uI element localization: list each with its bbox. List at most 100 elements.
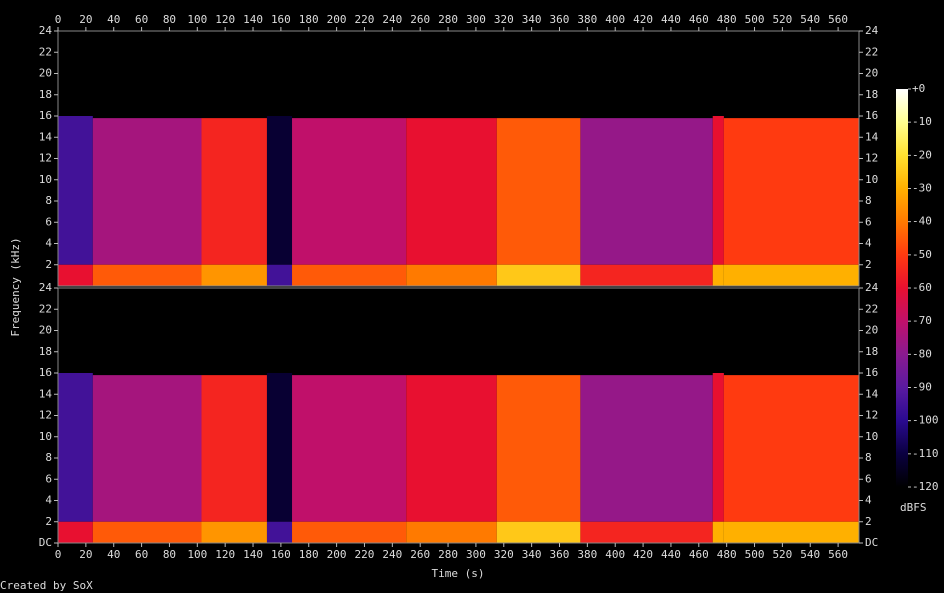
colorbar-tick-label: -120	[912, 480, 939, 493]
x-tick-label: 200	[327, 13, 347, 26]
y-tick-label: 12	[39, 152, 52, 165]
x-tick-label: 560	[828, 548, 848, 561]
low-band	[58, 264, 93, 286]
y-tick-label: 22	[865, 302, 878, 315]
x-tick-label: 340	[522, 13, 542, 26]
x-tick-label: 0	[55, 548, 62, 561]
y-tick-label: 22	[39, 302, 52, 315]
x-tick-label: 100	[187, 13, 207, 26]
y-tick-label: 6	[45, 215, 52, 228]
y-tick-label: 6	[865, 472, 872, 485]
x-tick-label: 480	[717, 548, 737, 561]
spectrum-band	[292, 375, 407, 522]
x-tick-label: 380	[577, 548, 597, 561]
y-tick-label: 18	[865, 88, 878, 101]
x-tick-label: 360	[550, 548, 570, 561]
y-tick-label: 16	[865, 109, 878, 122]
colorbar-tick-label: -110	[912, 447, 939, 460]
low-band	[712, 264, 724, 286]
y-tick-label: 6	[45, 472, 52, 485]
x-tick-label: 420	[633, 13, 653, 26]
x-tick-label: 40	[107, 548, 120, 561]
colorbar-tick-label: -80	[912, 347, 932, 360]
x-tick-label: 200	[327, 548, 347, 561]
colorbar	[896, 89, 908, 487]
x-tick-label: 300	[466, 548, 486, 561]
x-tick-label: 480	[717, 13, 737, 26]
x-tick-label: 360	[550, 13, 570, 26]
x-tick-label: 280	[438, 548, 458, 561]
low-band	[406, 521, 497, 543]
spectrum-band	[712, 116, 724, 265]
low-band	[292, 264, 407, 286]
spectrum-band	[580, 375, 713, 522]
x-tick-label: 440	[661, 548, 681, 561]
low-band	[58, 521, 93, 543]
x-tick-label: 220	[355, 548, 375, 561]
y-tick-label: 10	[39, 430, 52, 443]
colorbar-tick-label: -70	[912, 314, 932, 327]
x-tick-label: 240	[382, 548, 402, 561]
x-tick-label: 20	[79, 548, 92, 561]
x-tick-label: 60	[135, 548, 148, 561]
x-tick-label: 500	[745, 13, 765, 26]
x-axis-label: Time (s)	[432, 567, 485, 580]
y-tick-label: 4	[45, 237, 52, 250]
low-band	[92, 264, 202, 286]
colorbar-tick-label: -40	[912, 215, 932, 228]
y-tick-label: 10	[865, 173, 878, 186]
x-tick-label: 180	[299, 13, 319, 26]
y-tick-label: 20	[865, 324, 878, 337]
y-tick-label: 8	[45, 194, 52, 207]
y-tick-label: 18	[865, 345, 878, 358]
y-tick-label: 22	[39, 45, 52, 58]
x-tick-label: 400	[605, 548, 625, 561]
x-tick-label: 160	[271, 548, 291, 561]
spectrum-band	[266, 373, 293, 522]
x-tick-label: 80	[163, 13, 176, 26]
y-tick-label: 22	[865, 45, 878, 58]
low-band	[723, 521, 859, 543]
low-band	[201, 521, 267, 543]
x-tick-label: 180	[299, 548, 319, 561]
x-tick-label: 120	[215, 548, 235, 561]
low-band	[580, 521, 713, 543]
low-band	[201, 264, 267, 286]
x-tick-label: 20	[79, 13, 92, 26]
spectrum-band	[266, 116, 293, 265]
spectrum-band	[496, 375, 581, 522]
y-tick-label: 20	[39, 67, 52, 80]
spectrum-band	[201, 118, 267, 265]
y-tick-label: 20	[39, 324, 52, 337]
low-band	[92, 521, 202, 543]
footer: Created by SoX	[0, 579, 93, 592]
x-tick-label: 540	[800, 13, 820, 26]
x-tick-label: 260	[410, 548, 430, 561]
y-tick-label: 4	[865, 237, 872, 250]
spectrum-band	[92, 118, 202, 265]
x-tick-label: 560	[828, 13, 848, 26]
colorbar-tick-label: -60	[912, 281, 932, 294]
spectrum-band	[580, 118, 713, 265]
y-tick-label: 8	[45, 451, 52, 464]
x-tick-label: 140	[243, 548, 263, 561]
x-tick-label: 420	[633, 548, 653, 561]
x-tick-label: 320	[494, 548, 514, 561]
spectrum-band	[201, 375, 267, 522]
y-tick-label: 24	[39, 281, 53, 294]
y-tick-label: 16	[39, 109, 52, 122]
spectrum-band	[723, 118, 859, 265]
low-band	[406, 264, 497, 286]
x-tick-label: 500	[745, 548, 765, 561]
colorbar-tick-label: -10	[912, 115, 932, 128]
x-tick-label: 320	[494, 13, 514, 26]
colorbar-tick-label: -100	[912, 414, 939, 427]
y-tick-label: 18	[39, 88, 52, 101]
y-tick-label: 8	[865, 451, 872, 464]
y-tick-label: 2	[865, 258, 872, 271]
y-tick-label: 2	[865, 515, 872, 528]
spectrum-band	[406, 375, 497, 522]
spectrum-band	[58, 373, 93, 522]
colorbar-label: dBFS	[900, 501, 927, 514]
x-tick-label: 460	[689, 13, 709, 26]
